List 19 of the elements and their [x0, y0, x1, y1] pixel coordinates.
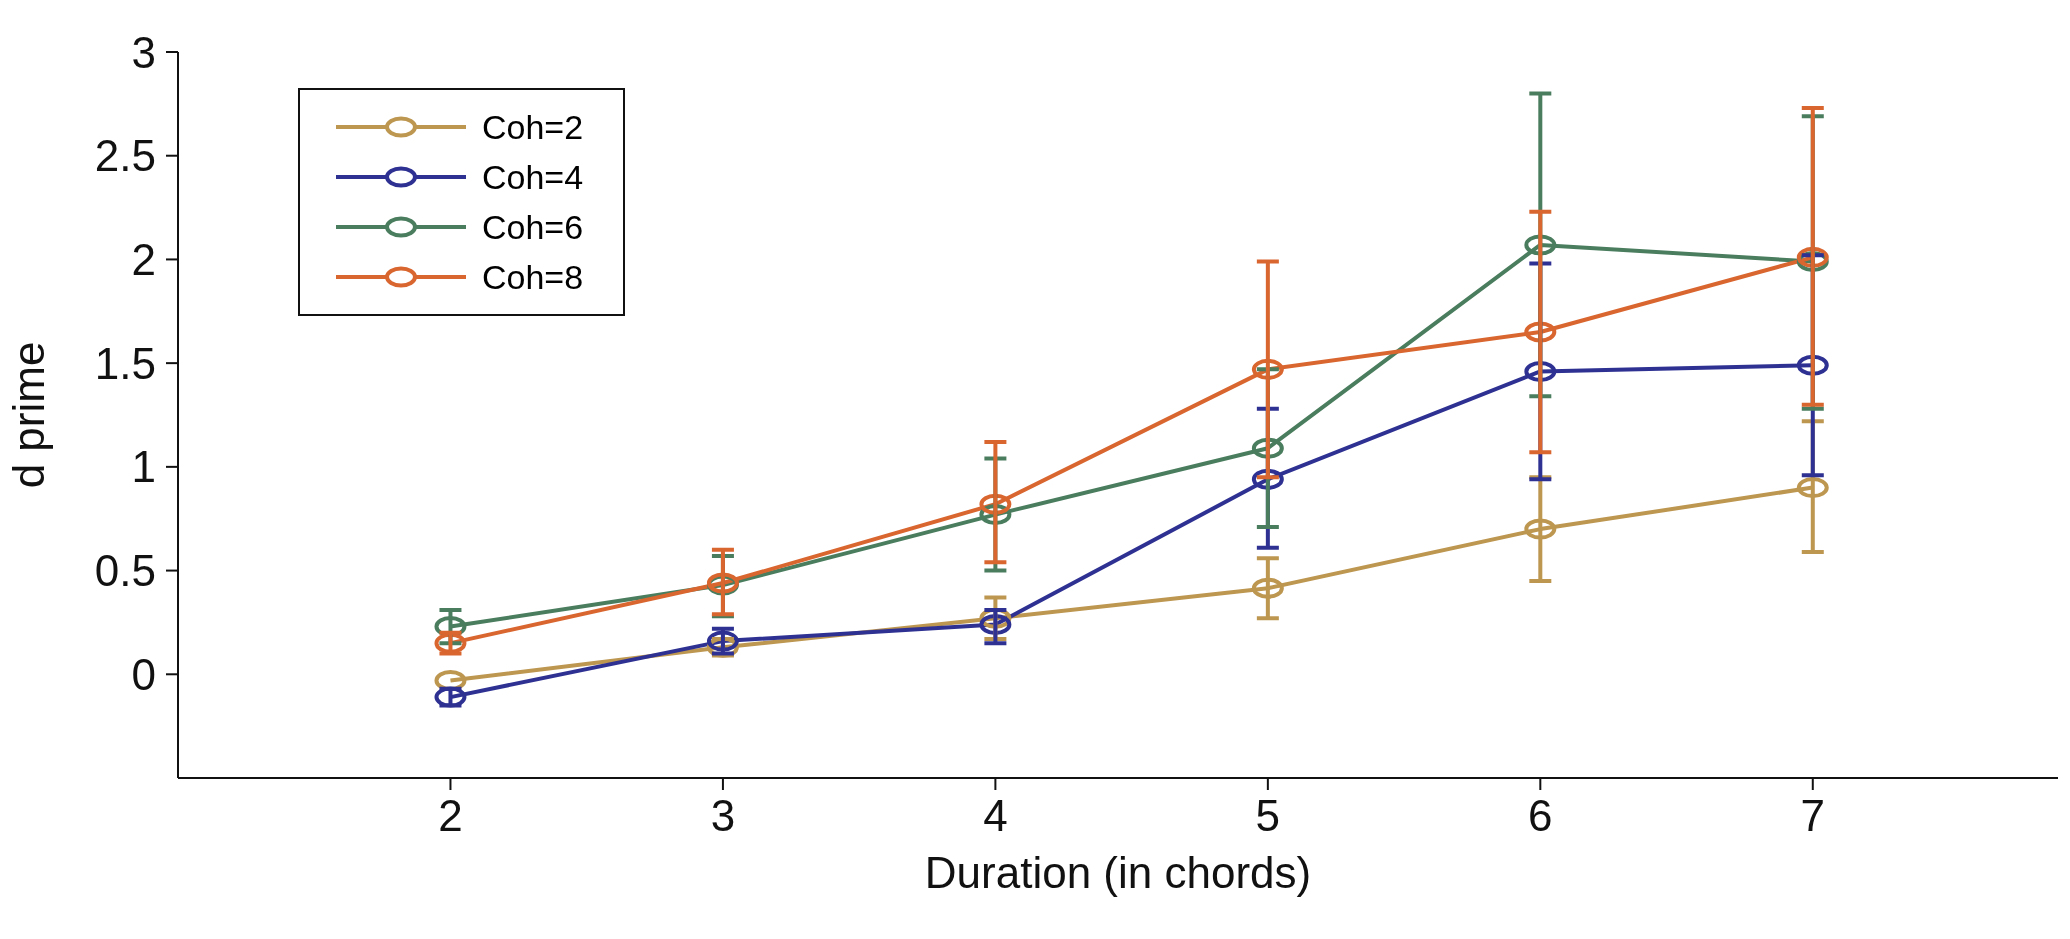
y-tick-label: 1.5: [94, 338, 156, 388]
x-tick-label: 6: [1528, 791, 1553, 841]
x-axis-title: Duration (in chords): [924, 848, 1312, 897]
legend-label: Coh=4: [482, 157, 584, 197]
y-axis-title: d prime: [3, 341, 53, 489]
x-tick-label: 7: [1800, 791, 1826, 841]
x-tick-label: 3: [710, 791, 736, 841]
x-tick-label: 2: [438, 791, 463, 841]
legend-label: Coh=8: [482, 257, 584, 297]
y-tick-label: 0.5: [94, 546, 156, 596]
y-tick-label: 1: [131, 442, 156, 492]
legend-label: Coh=6: [482, 207, 584, 247]
y-tick-label: 2.5: [94, 131, 156, 181]
y-tick-label: 3: [131, 27, 156, 77]
legend-label: Coh=2: [482, 107, 584, 147]
y-tick-label: 0: [131, 649, 156, 699]
y-tick-label: 2: [131, 235, 156, 285]
x-tick-label: 4: [983, 791, 1008, 841]
x-tick-label: 5: [1255, 791, 1281, 841]
